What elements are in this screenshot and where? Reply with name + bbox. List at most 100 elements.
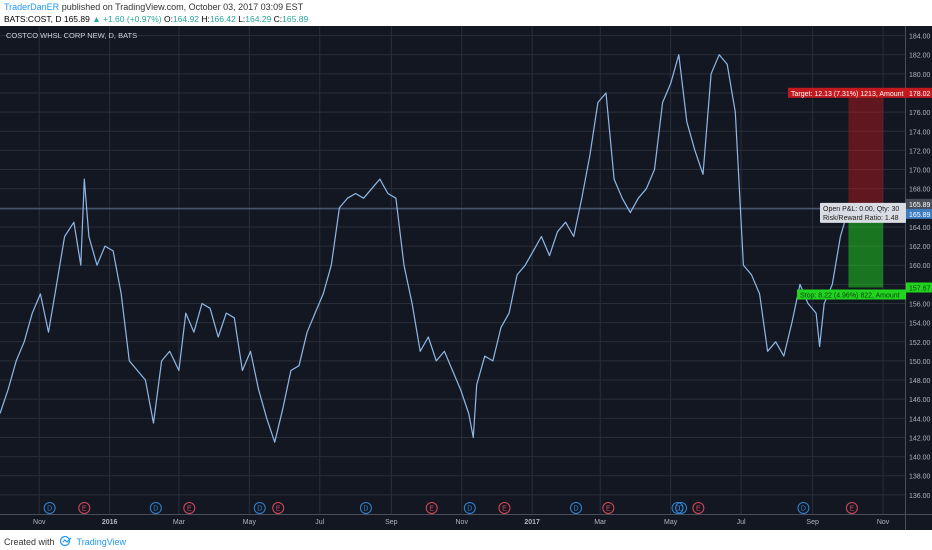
y-tick-label: 152.00 — [909, 340, 931, 347]
y-tick-label: 164.00 — [909, 225, 931, 232]
event-marker-ring — [675, 502, 688, 514]
y-tick-label: 170.00 — [909, 168, 931, 175]
event-marker-label: D — [573, 506, 578, 513]
target-price-tag: 178.02 — [906, 87, 932, 98]
event-marker-label: E — [429, 506, 434, 513]
open-pnl-text: Open P&L: 0.00, Qty: 30 — [823, 206, 899, 213]
x-tick-label: Nov — [877, 519, 890, 526]
x-tick-label: Nov — [456, 519, 469, 526]
event-marker-ring — [359, 502, 372, 514]
price-chart[interactable]: 136.00 138.00 140.00 142.00 144.00 146.00 148.… — [0, 26, 932, 530]
open-label: O: — [163, 14, 173, 24]
event-marker-label: D — [47, 506, 52, 513]
author-link[interactable]: TraderDanER — [4, 2, 60, 12]
x-tick-label: Mar — [173, 519, 186, 526]
x-tick-label: Sep — [806, 519, 819, 526]
event-marker-ring — [845, 502, 858, 514]
tradingview-logo-icon — [59, 536, 71, 546]
low-label: L: — [238, 14, 246, 24]
x-tick-label: May — [243, 519, 257, 526]
earnings-marker: E — [272, 502, 285, 514]
event-marker-label: D — [679, 506, 684, 513]
dividend-marker: D — [359, 502, 372, 514]
header-bar: TraderDanER published on TradingView.com… — [0, 0, 932, 26]
earnings-marker: E — [425, 502, 438, 514]
event-marker-label: E — [276, 506, 281, 513]
symbol-label: BATS:COST, D — [4, 14, 62, 24]
event-marker-label: E — [502, 506, 507, 513]
x-tick-label: 2017 — [524, 519, 540, 526]
created-with-text: Created with — [4, 537, 55, 547]
chart-title: COSTCO WHSL CORP NEW, D, BATS — [6, 31, 137, 40]
footer-bar: Created with TradingView — [0, 530, 932, 550]
last-price-tag-text: 165.89 — [909, 202, 931, 209]
event-marker-label: E — [696, 506, 701, 513]
x-tick-label: Jul — [737, 519, 746, 526]
dividend-marker: D — [149, 502, 162, 514]
close-label: C: — [273, 14, 283, 24]
last-price-tag: 165.89 — [906, 198, 932, 209]
y-tick-label: 174.00 — [909, 129, 931, 136]
dividend-marker: D — [797, 502, 810, 514]
tradingview-brand[interactable]: TradingView — [76, 537, 127, 547]
dividend-marker: D — [463, 502, 476, 514]
y-tick-label: 148.00 — [909, 378, 931, 385]
ohlc-line: BATS:COST, D 165.89 ▲ +1.60 (+0.97%) O: 1… — [4, 14, 308, 24]
price-axis-background — [905, 26, 932, 530]
target-label-text: Target: 12.13 (7.31%) 1213, Amount — [791, 91, 904, 98]
event-marker-ring — [253, 502, 266, 514]
x-tick-label: 2016 — [102, 519, 118, 526]
last-price-tag-bg — [906, 198, 932, 209]
x-tick-label: Jul — [315, 519, 324, 526]
stop-price-tag-bg — [906, 282, 932, 293]
close-value: 165.89 — [282, 14, 309, 24]
chart-background — [0, 26, 932, 530]
event-marker-label: D — [801, 506, 806, 513]
y-tick-label: 156.00 — [909, 301, 931, 308]
created-with: Created with TradingView — [4, 536, 126, 547]
low-value: 164.29 — [245, 14, 272, 24]
event-marker-ring — [43, 502, 56, 514]
event-marker-label: E — [187, 506, 192, 513]
stop-price-tag: 157.67 — [906, 282, 932, 293]
stop-label-text: Stop: 8.22 (4.96%) 822, Amount — [800, 293, 900, 300]
event-marker-ring — [498, 502, 511, 514]
dividend-marker: D — [570, 502, 583, 514]
high-value: 166.42 — [209, 14, 236, 24]
dividend-marker: D — [43, 502, 56, 514]
earnings-marker: E — [78, 502, 91, 514]
position-info-bg — [820, 202, 906, 223]
dividend-marker: D — [671, 502, 684, 514]
target-price-tag-text: 178.02 — [909, 91, 931, 98]
high-label: H: — [201, 14, 210, 24]
y-tick-label: 162.00 — [909, 244, 931, 251]
event-marker-label: D — [363, 506, 368, 513]
earnings-marker: E — [692, 502, 705, 514]
y-tick-label: 142.00 — [909, 435, 931, 442]
x-tick-label: Sep — [385, 519, 398, 526]
y-tick-label: 184.00 — [909, 34, 931, 41]
y-tick-label: 146.00 — [909, 397, 931, 404]
y-tick-label: 154.00 — [909, 321, 931, 328]
event-marker-ring — [671, 502, 684, 514]
event-marker-label: E — [606, 506, 611, 513]
event-marker-ring — [797, 502, 810, 514]
event-marker-ring — [183, 502, 196, 514]
risk-reward-text: Risk/Reward Ratio: 1.48 — [823, 215, 899, 222]
earnings-marker: E — [183, 502, 196, 514]
last-price: 165.89 — [63, 14, 90, 24]
y-tick-label: 182.00 — [909, 53, 931, 60]
target-label: Target: 12.13 (7.31%) 1213, Amount — [788, 87, 906, 98]
event-marker-ring — [149, 502, 162, 514]
x-tick-label: May — [664, 519, 678, 526]
event-marker-ring — [425, 502, 438, 514]
price-change: ▲ +1.60 (+0.97%) — [92, 14, 162, 24]
stop-label: Stop: 8.22 (4.96%) 822, Amount — [797, 289, 906, 300]
entry-price-tag-text: 165.89 — [909, 212, 931, 219]
earnings-marker: E — [602, 502, 615, 514]
y-tick-label: 150.00 — [909, 359, 931, 366]
event-marker-label: D — [467, 506, 472, 513]
stop-price-tag-text: 157.67 — [909, 286, 931, 293]
target-price-tag-bg — [906, 87, 932, 98]
y-tick-label: 180.00 — [909, 72, 931, 79]
